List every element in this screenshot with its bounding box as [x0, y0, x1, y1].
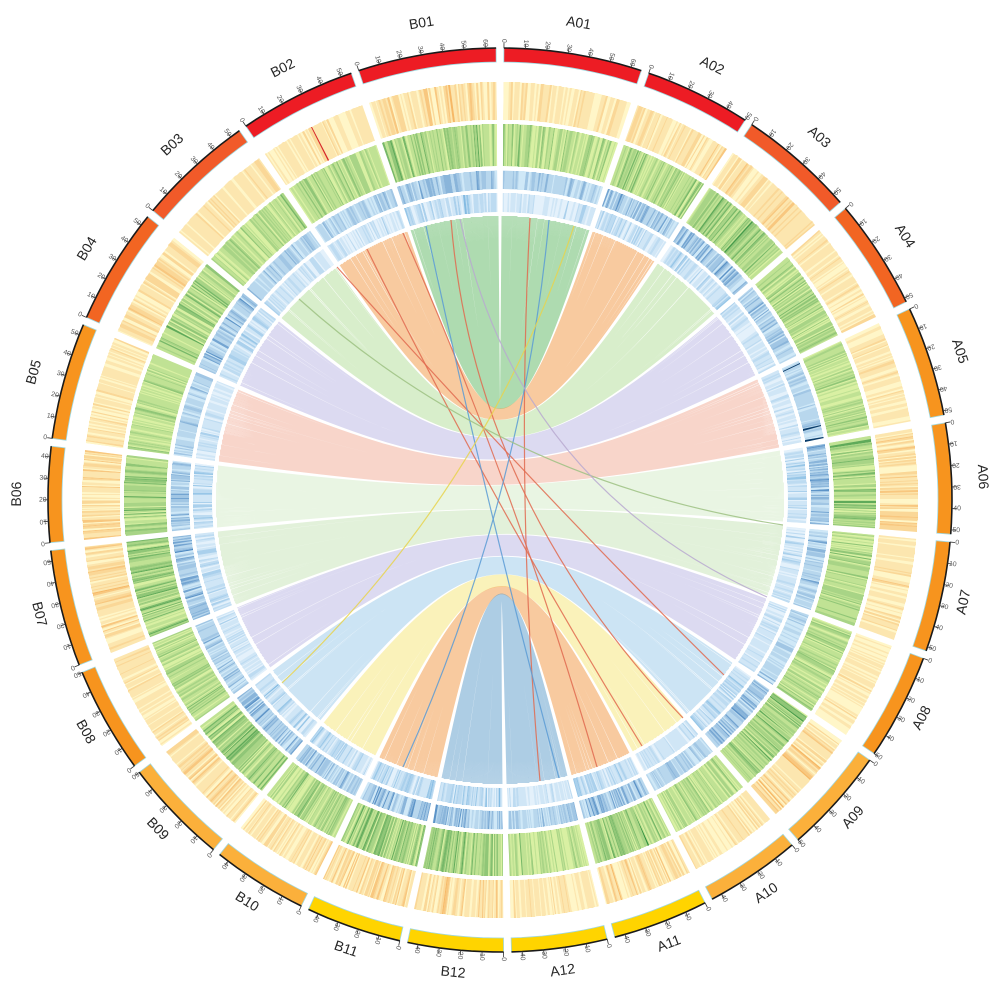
- svg-text:10: 10: [46, 412, 55, 420]
- svg-text:30: 30: [434, 949, 442, 958]
- svg-text:50: 50: [43, 558, 52, 566]
- svg-text:20: 20: [456, 951, 464, 959]
- svg-text:50: 50: [459, 40, 467, 48]
- svg-text:10: 10: [39, 518, 47, 525]
- svg-text:40: 40: [438, 42, 446, 51]
- svg-text:40: 40: [586, 47, 594, 56]
- svg-text:B12: B12: [440, 962, 467, 980]
- svg-text:40: 40: [518, 953, 525, 961]
- svg-text:30: 30: [565, 44, 573, 53]
- svg-text:20: 20: [561, 948, 569, 957]
- svg-text:40: 40: [41, 453, 49, 461]
- svg-text:40: 40: [413, 945, 421, 954]
- svg-text:10: 10: [949, 439, 958, 447]
- svg-text:A06: A06: [975, 464, 992, 490]
- svg-text:B06: B06: [8, 481, 24, 506]
- svg-text:10: 10: [583, 945, 591, 954]
- svg-text:30: 30: [540, 951, 548, 959]
- svg-text:10: 10: [522, 40, 529, 48]
- svg-text:50: 50: [952, 527, 960, 534]
- svg-text:30: 30: [39, 475, 47, 482]
- svg-text:50: 50: [944, 405, 953, 413]
- svg-text:20: 20: [39, 497, 47, 504]
- svg-text:20: 20: [945, 582, 954, 590]
- svg-text:10: 10: [948, 560, 957, 568]
- svg-text:60: 60: [481, 39, 488, 47]
- svg-text:20: 20: [543, 41, 551, 49]
- svg-text:30: 30: [953, 483, 961, 490]
- svg-text:40: 40: [953, 505, 961, 512]
- svg-text:20: 20: [952, 461, 960, 469]
- svg-text:10: 10: [478, 953, 485, 961]
- svg-text:A12: A12: [549, 960, 576, 979]
- svg-text:0: 0: [500, 957, 507, 961]
- svg-text:40: 40: [46, 579, 55, 587]
- svg-text:30: 30: [416, 46, 424, 55]
- svg-text:0: 0: [500, 39, 507, 43]
